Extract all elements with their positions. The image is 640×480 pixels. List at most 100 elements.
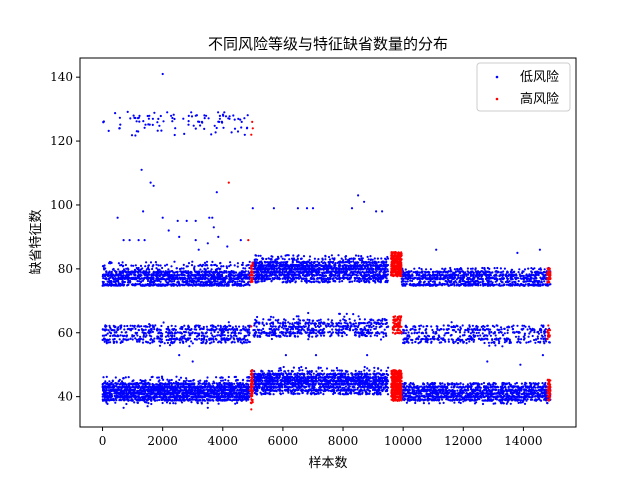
low-risk-point: [182, 117, 185, 120]
low-risk-point: [382, 332, 386, 335]
low-risk-point: [509, 277, 512, 280]
low-risk-point: [237, 283, 240, 287]
low-risk-point: [280, 255, 283, 258]
low-risk-point: [134, 331, 137, 334]
low-risk-point: [333, 270, 336, 273]
low-risk-point: [112, 324, 115, 327]
low-risk-point: [118, 338, 121, 341]
low-risk-point: [341, 335, 344, 338]
low-risk-point: [242, 267, 245, 270]
low-risk-point: [223, 279, 226, 282]
low-risk-point: [536, 284, 539, 287]
low-risk-point: [217, 111, 220, 114]
low-risk-point: [474, 268, 477, 271]
low-risk-point: [111, 276, 114, 279]
low-risk-point: [108, 281, 111, 284]
low-risk-point: [129, 324, 132, 327]
low-risk-point: [162, 321, 165, 324]
low-risk-point: [136, 283, 139, 286]
low-risk-point: [256, 280, 259, 283]
low-risk-point: [297, 274, 300, 277]
low-risk-point: [146, 114, 149, 118]
low-risk-point: [205, 281, 208, 284]
low-risk-point: [282, 334, 285, 337]
low-risk-point: [426, 274, 429, 277]
low-risk-point: [234, 328, 237, 331]
low-risk-point: [350, 264, 353, 267]
low-risk-point: [236, 280, 239, 283]
low-risk-point: [182, 276, 185, 280]
low-risk-point: [338, 280, 341, 283]
low-risk-point: [146, 279, 150, 283]
low-risk-point: [247, 283, 250, 286]
low-risk-point: [173, 271, 176, 274]
low-risk-point: [419, 283, 423, 287]
low-risk-point: [534, 276, 537, 279]
low-risk-point: [243, 117, 246, 120]
low-risk-point: [187, 123, 190, 126]
low-risk-point: [272, 261, 275, 264]
low-risk-point: [362, 261, 365, 264]
low-risk-point: [150, 335, 153, 338]
low-risk-point: [361, 267, 364, 270]
low-risk-point: [540, 281, 543, 284]
low-risk-point: [204, 273, 207, 276]
low-risk-point: [409, 274, 412, 277]
low-risk-point: [320, 277, 323, 280]
low-risk-point: [384, 263, 387, 266]
low-risk-point: [176, 284, 179, 287]
low-risk-point: [369, 335, 372, 338]
low-risk-point: [333, 264, 336, 267]
low-risk-point: [135, 120, 138, 123]
low-risk-point: [105, 325, 108, 328]
low-risk-point: [376, 274, 379, 277]
low-risk-point: [210, 332, 213, 335]
low-risk-point: [259, 261, 262, 264]
low-risk-point: [185, 282, 188, 286]
low-risk-point: [276, 260, 279, 263]
low-risk-point: [177, 283, 181, 286]
low-risk-point: [409, 276, 412, 280]
low-risk-point: [203, 114, 206, 117]
low-risk-point: [106, 332, 109, 335]
low-risk-point: [234, 334, 237, 337]
low-risk-point: [372, 279, 375, 283]
low-risk-point: [139, 338, 142, 341]
low-risk-point: [264, 268, 267, 271]
low-risk-point: [281, 270, 284, 273]
low-risk-point: [141, 279, 145, 282]
low-risk-point: [153, 279, 156, 282]
low-risk-point: [352, 267, 355, 270]
low-risk-point: [259, 335, 262, 338]
low-risk-point: [505, 283, 508, 286]
low-risk-point: [160, 331, 163, 334]
low-risk-point: [404, 277, 407, 280]
low-risk-point: [112, 280, 115, 283]
low-risk-point: [247, 324, 250, 327]
low-risk-point: [195, 328, 198, 331]
low-risk-point: [525, 278, 529, 281]
low-risk-point: [300, 329, 303, 332]
low-risk-point: [171, 120, 174, 123]
low-risk-point: [278, 276, 281, 279]
low-risk-point: [123, 283, 126, 286]
low-risk-point: [414, 270, 417, 274]
low-risk-point: [240, 274, 243, 278]
low-risk-point: [348, 258, 351, 261]
low-risk-point: [224, 329, 228, 332]
low-risk-point: [213, 124, 216, 127]
low-risk-point: [260, 273, 263, 276]
low-risk-point: [220, 329, 223, 332]
low-risk-point: [263, 277, 266, 280]
low-risk-point: [345, 265, 348, 268]
low-risk-point: [204, 342, 207, 345]
low-risk-point: [286, 267, 289, 270]
low-risk-point: [239, 271, 242, 274]
low-risk-point: [425, 268, 428, 271]
low-risk-point: [136, 334, 139, 337]
low-risk-point: [138, 340, 141, 343]
low-risk-point: [283, 258, 286, 261]
low-risk-point: [320, 264, 323, 268]
low-risk-point: [375, 264, 378, 267]
low-risk-point: [202, 337, 205, 340]
